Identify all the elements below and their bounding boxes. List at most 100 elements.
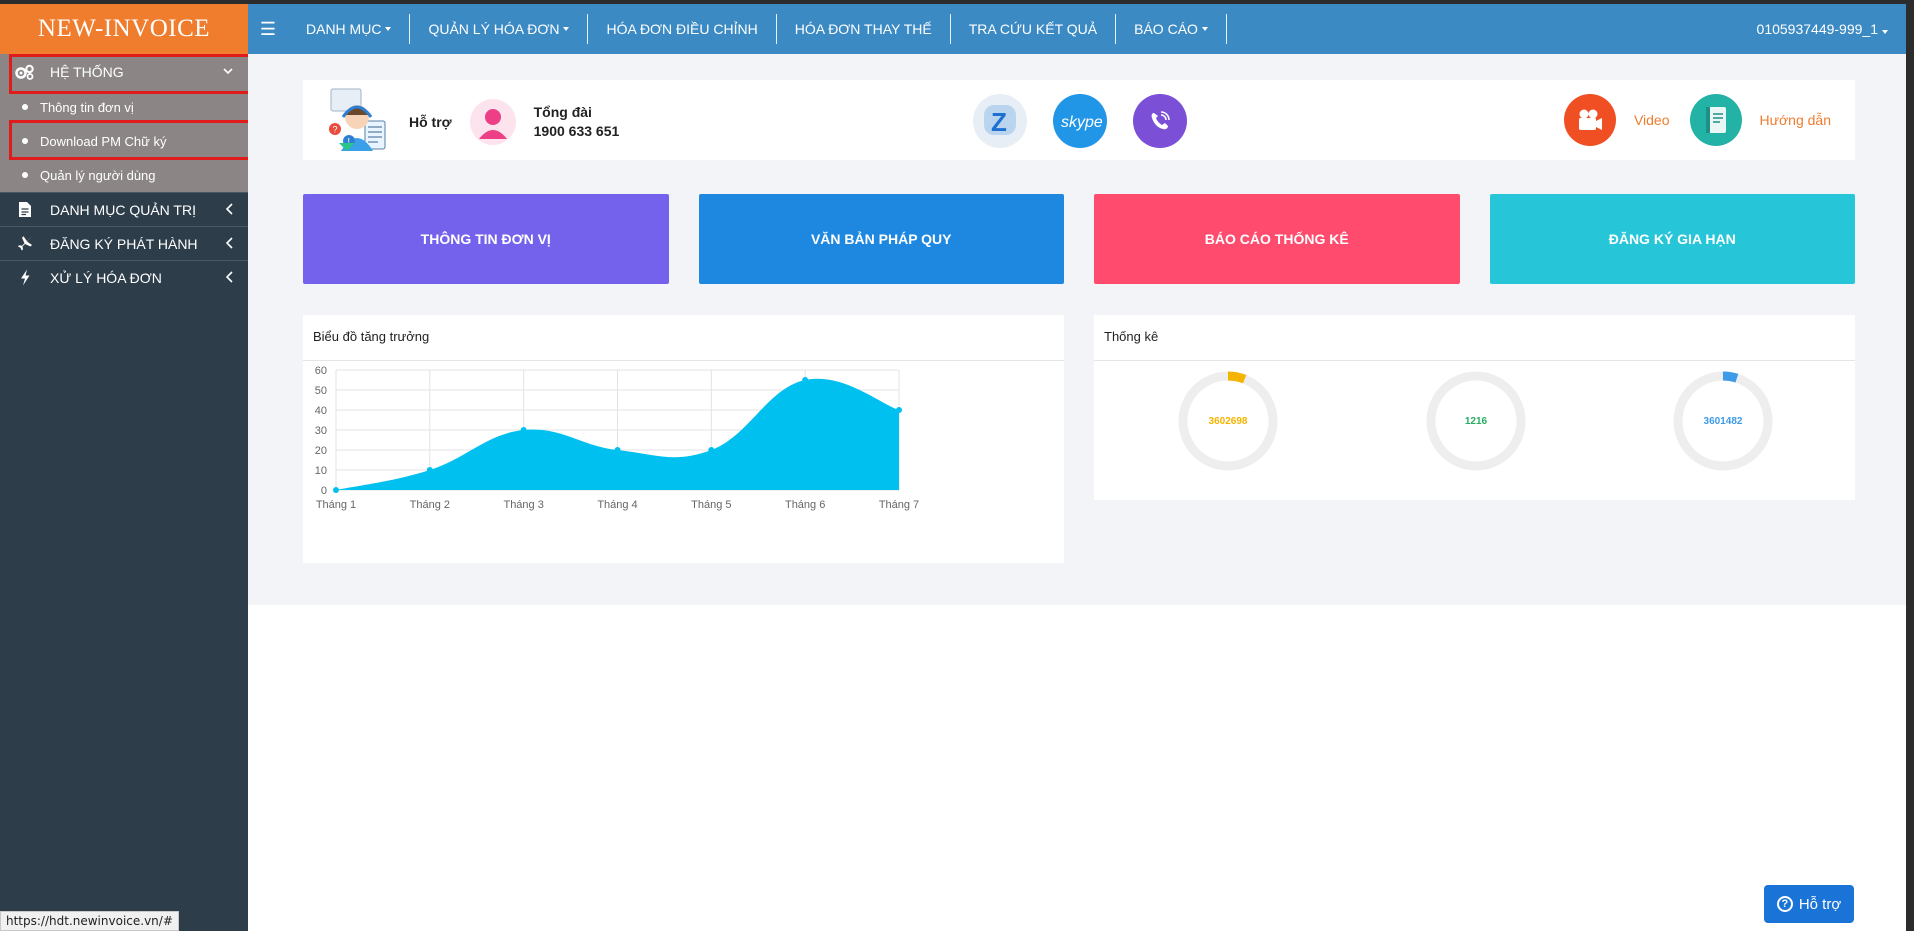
gears-icon bbox=[14, 64, 36, 80]
caret-down-icon bbox=[1882, 30, 1888, 34]
data-point bbox=[520, 427, 527, 433]
hotline-title: Tổng đài bbox=[533, 103, 592, 120]
sidebar-item-danh-muc-quan-tri[interactable]: DANH MỤC QUẢN TRỊ bbox=[0, 192, 248, 226]
sidebar-subitem-quan-ly-nguoi-dung[interactable]: Quản lý người dùng bbox=[0, 158, 248, 192]
nav-label: QUẢN LÝ HÓA ĐƠN bbox=[428, 21, 560, 37]
tile-bao-cao-thong-ke[interactable]: BÁO CÁO THỐNG KÊ bbox=[1094, 194, 1460, 284]
support-resources: Video Hướng dẫn bbox=[1563, 94, 1831, 146]
nav-label: HÓA ĐƠN THAY THẾ bbox=[794, 21, 932, 37]
viber-icon[interactable] bbox=[1133, 94, 1187, 148]
nav-label: DANH MỤC bbox=[306, 21, 382, 37]
sidebar-item-dang-ky-phat-hanh[interactable]: ĐĂNG KÝ PHÁT HÀNH bbox=[0, 226, 248, 260]
nav-tra-cuu-ket-qua[interactable]: TRA CỨU KẾT QUẢ bbox=[951, 14, 1117, 44]
y-tick-label: 10 bbox=[315, 465, 327, 477]
donut-chart: 3602698 bbox=[1176, 369, 1280, 473]
area-series bbox=[336, 378, 899, 490]
nav-hoa-don-thay-the[interactable]: HÓA ĐƠN THAY THẾ bbox=[777, 14, 951, 44]
app-frame: NEW-INVOICE HỆ THỐNG Thông tin đơn vị Do… bbox=[0, 4, 1906, 931]
support-agent-illustration-icon: ? ! bbox=[325, 85, 393, 158]
help-button-label: Hỗ trợ bbox=[1798, 895, 1842, 913]
question-icon: ? bbox=[1776, 896, 1793, 912]
plane-icon bbox=[14, 235, 36, 252]
donut-chart: 1216 bbox=[1424, 369, 1528, 473]
tile-label: VĂN BẢN PHÁP QUY bbox=[810, 231, 952, 247]
sidebar-item-label: HỆ THỐNG bbox=[50, 64, 124, 80]
x-tick-label: Tháng 6 bbox=[785, 499, 825, 511]
hotline-avatar-icon bbox=[469, 98, 516, 145]
data-point bbox=[896, 407, 902, 413]
user-label: 0105937449-999_1 bbox=[1756, 21, 1878, 37]
sidebar-item-xu-ly-hoa-don[interactable]: XỬ LÝ HÓA ĐƠN bbox=[0, 260, 248, 294]
nav-quan-ly-hoa-don[interactable]: QUẢN LÝ HÓA ĐƠN bbox=[410, 14, 589, 44]
svg-text:!: ! bbox=[348, 137, 351, 147]
brand-logo[interactable]: NEW-INVOICE bbox=[0, 4, 248, 54]
sidebar: NEW-INVOICE HỆ THỐNG Thông tin đơn vị Do… bbox=[0, 4, 248, 931]
sidebar-item-he-thong[interactable]: HỆ THỐNG bbox=[0, 54, 248, 90]
nav-label: TRA CỨU KẾT QUẢ bbox=[968, 21, 1098, 37]
tile-thong-tin-don-vi[interactable]: THÔNG TIN ĐƠN VỊ bbox=[303, 194, 669, 284]
x-tick-label: Tháng 5 bbox=[691, 499, 731, 511]
nav-label: BÁO CÁO bbox=[1134, 21, 1198, 37]
hamburger-menu-icon[interactable]: ☰ bbox=[259, 18, 277, 39]
skype-icon[interactable]: skype bbox=[1053, 94, 1107, 148]
nav-hoa-don-dieu-chinh[interactable]: HÓA ĐƠN ĐIỀU CHỈNH bbox=[588, 14, 777, 44]
bullet-icon bbox=[22, 104, 28, 110]
donut-value: 3602698 bbox=[1208, 415, 1248, 427]
y-tick-label: 50 bbox=[315, 385, 327, 397]
bullet-icon bbox=[22, 138, 28, 144]
donut-segment bbox=[1673, 371, 1773, 471]
stats-title: Thống kê bbox=[1094, 315, 1855, 361]
stats-panel: Thống kê 3602698 1216 3601482 bbox=[1094, 315, 1855, 500]
caret-down-icon bbox=[1201, 27, 1208, 31]
chevron-left-icon bbox=[224, 202, 236, 219]
sidebar-item-label: DANH MỤC QUẢN TRỊ bbox=[50, 201, 196, 218]
donut-chart: 3601482 bbox=[1671, 369, 1775, 473]
donut-segment bbox=[1178, 371, 1278, 471]
sidebar-subitem-download-pm-chu-ky[interactable]: Download PM Chữ ký bbox=[0, 124, 248, 158]
y-tick-label: 60 bbox=[315, 365, 327, 377]
nav-danh-muc[interactable]: DANH MỤC bbox=[288, 14, 411, 44]
user-account-menu[interactable]: 0105937449-999_1 bbox=[1757, 21, 1888, 37]
hotline-number[interactable]: 1900 633 651 bbox=[533, 122, 620, 139]
support-bar: ? ! Hỗ trợ Tổng đài 1900 633 651 bbox=[303, 80, 1855, 160]
x-tick-label: Tháng 4 bbox=[597, 499, 637, 511]
guide-link[interactable]: Hướng dẫn bbox=[1759, 112, 1831, 128]
chart-title: Biểu đồ tăng trưởng bbox=[303, 315, 1064, 361]
data-point bbox=[802, 377, 809, 383]
document-icon bbox=[14, 201, 36, 218]
data-point bbox=[708, 447, 715, 453]
chevron-down-icon bbox=[222, 64, 234, 80]
tile-van-ban-phap-quy[interactable]: VĂN BẢN PHÁP QUY bbox=[698, 194, 1064, 284]
status-bar-url: https://hdt.newinvoice.vn/# bbox=[0, 911, 179, 931]
data-point bbox=[614, 447, 621, 453]
sidebar-section-he-thong: HỆ THỐNG Thông tin đơn vị Download PM Ch… bbox=[0, 54, 248, 192]
video-camera-icon[interactable] bbox=[1563, 94, 1616, 146]
tile-dang-ky-gia-han[interactable]: ĐĂNG KÝ GIA HẠN bbox=[1489, 194, 1855, 284]
donut-track bbox=[1426, 371, 1526, 471]
sidebar-subitem-label: Thông tin đơn vị bbox=[40, 99, 134, 115]
guide-book-icon[interactable] bbox=[1689, 94, 1742, 146]
tile-label: THÔNG TIN ĐƠN VỊ bbox=[420, 231, 551, 247]
x-tick-label: Tháng 7 bbox=[879, 499, 919, 511]
tile-label: BÁO CÁO THỐNG KÊ bbox=[1204, 231, 1349, 247]
y-tick-label: 20 bbox=[315, 445, 327, 457]
bullet-icon bbox=[22, 172, 28, 178]
x-tick-label: Tháng 3 bbox=[503, 499, 543, 511]
video-link[interactable]: Video bbox=[1633, 112, 1670, 128]
sidebar-subitem-thong-tin-don-vi[interactable]: Thông tin đơn vị bbox=[0, 90, 248, 124]
main-content: ? ! Hỗ trợ Tổng đài 1900 633 651 bbox=[248, 54, 1906, 605]
sidebar-item-label: XỬ LÝ HÓA ĐƠN bbox=[50, 269, 162, 286]
help-chat-button[interactable]: ? Hỗ trợ bbox=[1764, 885, 1854, 923]
x-tick-label: Tháng 1 bbox=[316, 499, 356, 511]
sidebar-subitem-label: Download PM Chữ ký bbox=[40, 133, 167, 149]
data-point bbox=[426, 467, 433, 473]
zalo-icon[interactable]: Z bbox=[973, 94, 1027, 148]
sidebar-subitem-label: Quản lý người dùng bbox=[40, 167, 156, 183]
nav-bao-cao[interactable]: BÁO CÁO bbox=[1116, 14, 1227, 44]
data-point bbox=[333, 487, 339, 493]
bolt-icon bbox=[14, 269, 36, 286]
chevron-left-icon bbox=[224, 236, 236, 253]
x-tick-label: Tháng 2 bbox=[410, 499, 450, 511]
donut-value: 1216 bbox=[1464, 415, 1488, 427]
svg-text:Z: Z bbox=[991, 107, 1007, 137]
